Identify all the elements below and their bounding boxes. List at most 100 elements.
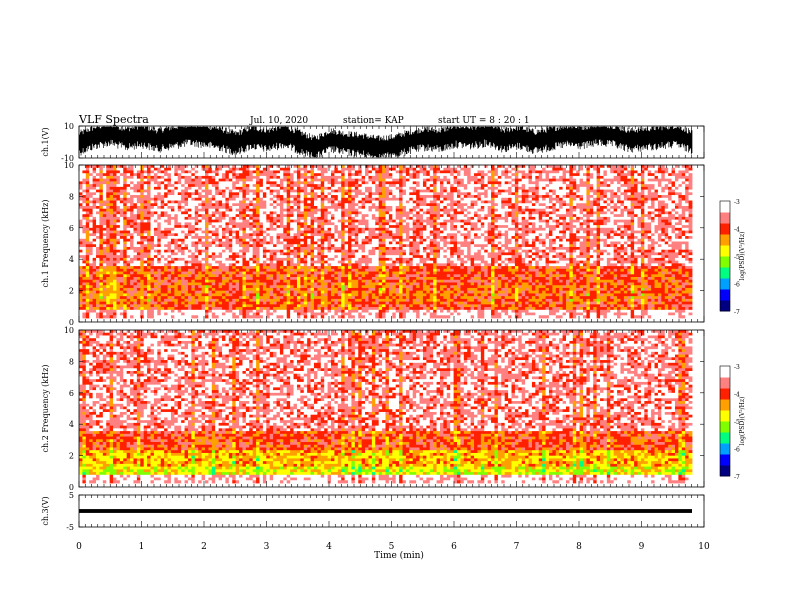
- spectrogram-cell: [331, 244, 335, 248]
- spectrogram-cell: [313, 184, 318, 188]
- spectrogram-cell: [283, 214, 288, 218]
- spectrogram-cell: [245, 227, 250, 231]
- spectrogram-cell: [351, 216, 356, 221]
- spectrogram-cell: [99, 214, 104, 218]
- spectrogram-cell: [157, 301, 162, 305]
- spectrogram-cell: [218, 274, 223, 278]
- spectrogram-cell: [310, 312, 315, 316]
- spectrogram-cell: [136, 315, 141, 319]
- spectrogram-cell: [96, 200, 100, 204]
- spectrogram-cell: [327, 170, 332, 174]
- spectrogram-cell: [320, 296, 325, 300]
- spectrogram-cell: [170, 296, 175, 300]
- spectrogram-cell: [242, 197, 247, 201]
- spectrogram-cell: [262, 244, 267, 248]
- spectrogram-cell: [102, 227, 107, 231]
- spectrogram-cell: [160, 200, 165, 204]
- spectrogram-cell: [269, 277, 274, 281]
- spectrogram-cell: [337, 178, 342, 182]
- spectrogram-cell: [126, 274, 131, 278]
- spectrogram-cell: [99, 205, 104, 210]
- spectrogram-cell: [232, 285, 237, 289]
- spectrogram-cell: [324, 257, 329, 262]
- spectrogram-cell: [269, 236, 274, 240]
- spectrogram-cell: [259, 192, 264, 196]
- spectrogram-cell: [283, 211, 288, 215]
- spectrogram-cell: [239, 214, 243, 218]
- spectrogram-cell: [341, 307, 346, 311]
- spectrogram-cell: [348, 277, 352, 281]
- spectrogram-cell: [82, 309, 87, 313]
- spectrogram-cell: [191, 227, 196, 231]
- spectrogram-cell: [252, 230, 257, 234]
- spectrogram-cell: [225, 282, 230, 286]
- spectrogram-cell: [256, 263, 260, 267]
- spectrogram-cell: [222, 186, 226, 190]
- spectrogram-cell: [119, 244, 124, 248]
- spectrogram-cell: [96, 315, 100, 319]
- spectrogram-cell: [106, 236, 111, 240]
- spectrogram-cell: [211, 197, 216, 201]
- spectrogram-cell: [320, 216, 325, 221]
- spectrogram-cell: [167, 233, 172, 237]
- spectrogram-cell: [181, 186, 185, 190]
- spectrogram-cell: [96, 230, 100, 234]
- spectrogram-cell: [136, 170, 141, 174]
- spectrogram-cell: [276, 227, 281, 231]
- spectrogram-cell: [266, 173, 271, 177]
- spectrogram-cell: [143, 225, 148, 229]
- spectrogram-cell: [368, 211, 373, 215]
- spectrogram-cell: [184, 175, 189, 180]
- spectrogram-cell: [361, 296, 366, 300]
- spectrogram-cell: [341, 263, 346, 267]
- spectrogram-cell: [123, 315, 128, 319]
- spectrogram-cell: [170, 277, 175, 281]
- spectrogram-cell: [126, 170, 131, 174]
- spectrogram-cell: [153, 257, 158, 262]
- spectrogram-cell: [130, 277, 134, 281]
- spectrogram-cell: [222, 197, 226, 201]
- spectrogram-cell: [303, 184, 308, 188]
- spectrogram-cell: [170, 304, 175, 308]
- spectrogram-cell: [153, 241, 158, 245]
- spectrogram-cell: [181, 277, 185, 281]
- spectrogram-cell: [136, 263, 141, 267]
- spectrogram-cell: [143, 246, 148, 251]
- spectrogram-cell: [239, 200, 243, 204]
- spectrogram-cell: [259, 274, 264, 278]
- spectrogram-cell: [116, 233, 121, 237]
- spectrogram-cell: [252, 178, 257, 182]
- spectrogram-cell: [283, 298, 288, 303]
- spectrogram-cell: [286, 249, 291, 253]
- spectrogram-cell: [211, 219, 216, 223]
- spectrogram-cell: [266, 205, 271, 210]
- spectrogram-cell: [307, 238, 311, 242]
- spectrogram-cell: [239, 203, 243, 207]
- spectrogram-cell: [109, 208, 114, 212]
- spectrogram-cell: [327, 296, 332, 300]
- spectrogram-cell: [245, 309, 250, 313]
- spectrogram-cell: [222, 282, 226, 286]
- spectrogram-cell: [307, 173, 311, 177]
- spectrogram-cell: [174, 260, 179, 264]
- spectrogram-cell: [354, 227, 359, 231]
- spectrogram-cell: [177, 205, 182, 210]
- spectrogram-cell: [147, 285, 151, 289]
- spectrogram-cell: [102, 230, 107, 234]
- spectrogram-cell: [150, 214, 155, 218]
- spectrogram-cell: [249, 219, 254, 223]
- spectrogram-cell: [266, 304, 271, 308]
- spectrogram-cell: [320, 246, 325, 251]
- spectrogram-cell: [198, 279, 202, 283]
- spectrogram-cell: [242, 225, 247, 229]
- spectrogram-cell: [194, 274, 199, 278]
- spectrogram-cell: [283, 274, 288, 278]
- spectrogram-cell: [296, 186, 301, 190]
- spectrogram-cell: [92, 266, 97, 270]
- spectrogram-cell: [249, 304, 254, 308]
- spectrogram-cell: [136, 175, 141, 180]
- spectrogram-cell: [351, 241, 356, 245]
- spectrogram-cell: [232, 200, 237, 204]
- spectrogram-cell: [133, 195, 138, 199]
- spectrogram-cell: [341, 186, 346, 190]
